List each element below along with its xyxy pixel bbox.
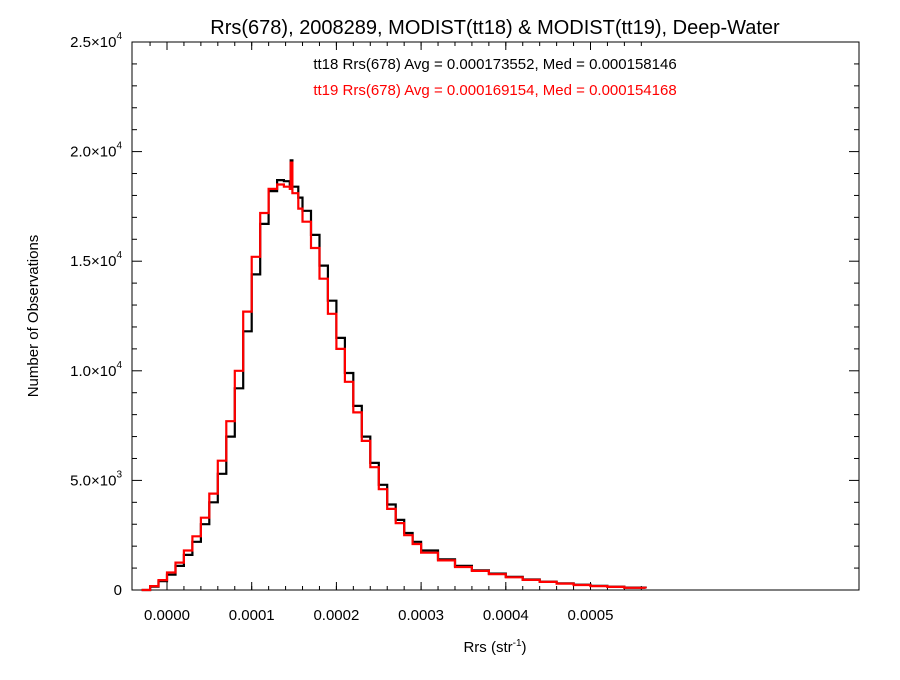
chart-title: Rrs(678), 2008289, MODIST(tt18) & MODIST… — [210, 17, 780, 39]
x-axis: 0.0000 0.0001 0.0002 0.0003 0.0004 0.0005 — [144, 42, 642, 624]
x-tick-label: 0.0001 — [229, 607, 275, 624]
x-tick-label: 0.0000 — [144, 607, 190, 624]
x-tick-label: 0.0003 — [398, 607, 444, 624]
x-axis-label: Rrs (str-1) — [463, 638, 526, 656]
series-line-tt18 — [141, 159, 647, 592]
y-axis: 0 5.0×103 1.0×104 1.5×104 2.0×104 2.5×104 — [70, 31, 859, 599]
y-tick-label: 1.5×104 — [70, 250, 122, 270]
series-annotation-tt18: tt18 Rrs(678) Avg = 0.000173552, Med = 0… — [313, 56, 676, 73]
y-tick-label: 5.0×103 — [70, 469, 122, 489]
y-tick-label: 2.5×104 — [70, 31, 122, 51]
x-tick-label: 0.0005 — [568, 607, 614, 624]
y-tick-label: 0 — [114, 582, 122, 599]
y-tick-label: 2.0×104 — [70, 141, 122, 161]
series-annotation-tt19: tt19 Rrs(678) Avg = 0.000169154, Med = 0… — [313, 82, 676, 99]
series-layer — [141, 159, 647, 592]
y-axis-label: Number of Observations — [25, 235, 42, 398]
x-tick-label: 0.0002 — [313, 607, 359, 624]
series-line-tt19 — [141, 161, 647, 592]
x-tick-label: 0.0004 — [483, 607, 529, 624]
y-tick-label: 1.0×104 — [70, 360, 122, 380]
plot-frame — [131, 41, 860, 591]
